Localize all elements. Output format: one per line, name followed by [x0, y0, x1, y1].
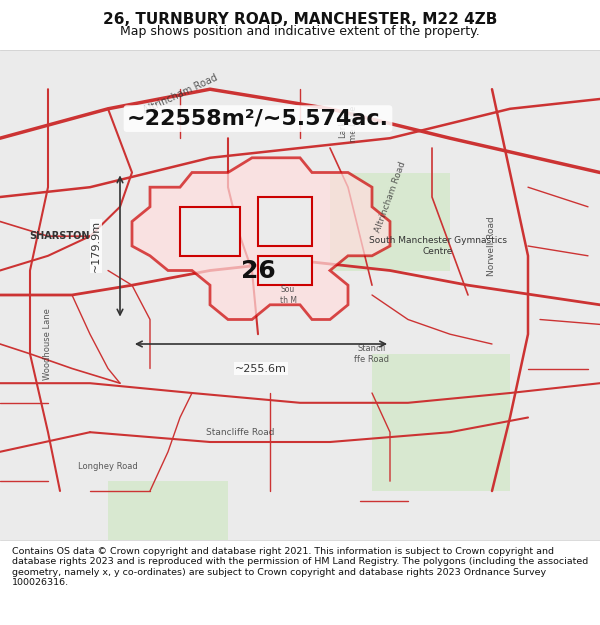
Text: 26, TURNBURY ROAD, MANCHESTER, M22 4ZB: 26, TURNBURY ROAD, MANCHESTER, M22 4ZB	[103, 12, 497, 28]
Text: Stancliffe Road: Stancliffe Road	[206, 428, 274, 437]
Text: ~179.9m: ~179.9m	[91, 220, 101, 272]
Polygon shape	[258, 256, 312, 285]
Text: Woodhouse Lane: Woodhouse Lane	[44, 308, 53, 380]
Text: Altrincham Road: Altrincham Road	[141, 72, 219, 116]
Polygon shape	[258, 197, 312, 246]
Polygon shape	[132, 158, 390, 319]
Text: Contains OS data © Crown copyright and database right 2021. This information is : Contains OS data © Crown copyright and d…	[12, 547, 588, 587]
Text: Altrincham Road: Altrincham Road	[373, 160, 407, 234]
Polygon shape	[180, 207, 240, 256]
Polygon shape	[372, 354, 510, 491]
Text: Longhey Road: Longhey Road	[78, 462, 138, 471]
Text: Norwell Road: Norwell Road	[487, 216, 497, 276]
Polygon shape	[108, 481, 228, 540]
Text: Stancli
ffe Road: Stancli ffe Road	[355, 344, 389, 364]
Text: ~22558m²/~5.574ac.: ~22558m²/~5.574ac.	[127, 109, 389, 129]
Text: SHARSTON: SHARSTON	[30, 231, 90, 241]
Text: ~255.6m: ~255.6m	[235, 364, 287, 374]
Text: South Manchester Gymnastics
Centre: South Manchester Gymnastics Centre	[369, 236, 507, 256]
Text: Sou
th M: Sou th M	[280, 285, 296, 305]
Text: Map shows position and indicative extent of the property.: Map shows position and indicative extent…	[120, 24, 480, 38]
Text: 26: 26	[241, 259, 275, 282]
Text: Larkha
me Lane: Larkha me Lane	[338, 105, 358, 142]
Polygon shape	[330, 173, 450, 271]
